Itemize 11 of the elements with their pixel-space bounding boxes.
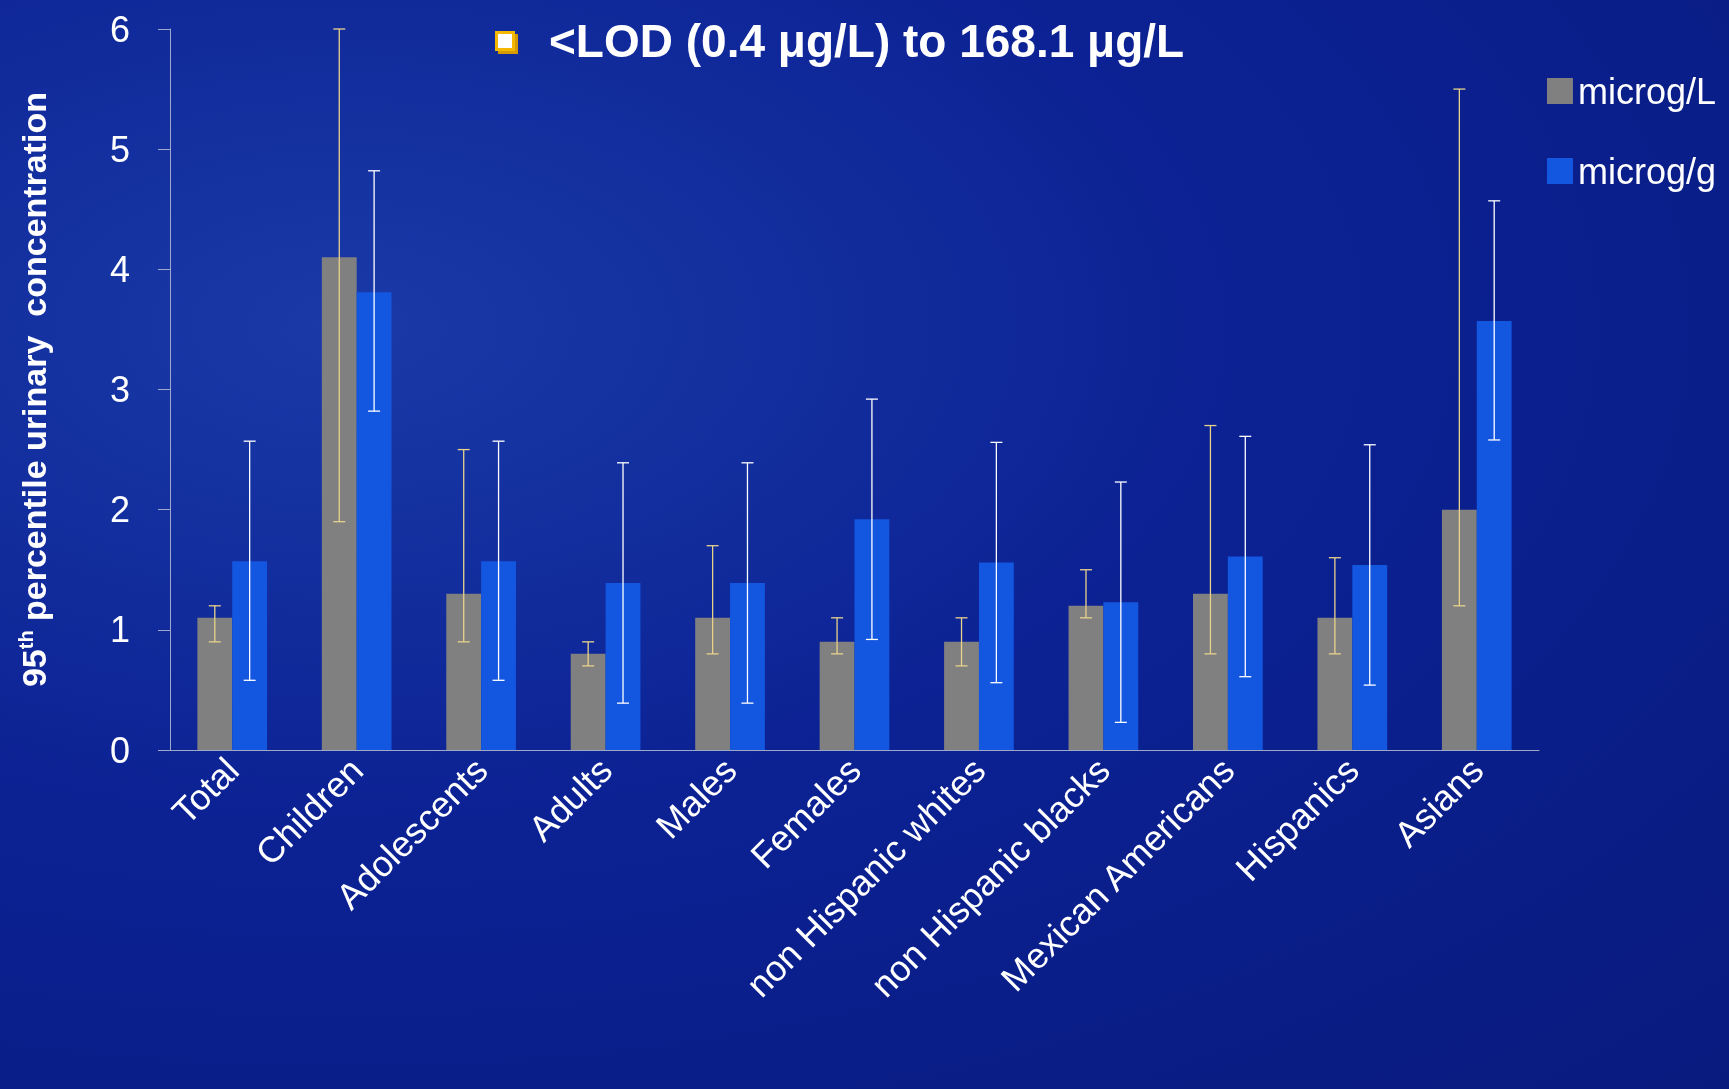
y-tick-label: 0: [109, 729, 130, 771]
chart-title: <LOD (0.4 μg/L) to 168.1 μg/L: [549, 14, 1185, 68]
y-tick-label: 3: [109, 369, 130, 410]
y-tick-label: 6: [109, 8, 130, 50]
legend-label: microg/g: [1577, 150, 1717, 192]
y-axis-title: 95th percentile urinary concentration: [15, 91, 53, 688]
y-tick-label: 1: [109, 609, 130, 651]
y-tick-label: 2: [109, 489, 130, 531]
y-tick-label: 5: [109, 128, 130, 170]
y-tick-label: 4: [109, 248, 130, 290]
legend-label: microg/L: [1577, 70, 1717, 112]
